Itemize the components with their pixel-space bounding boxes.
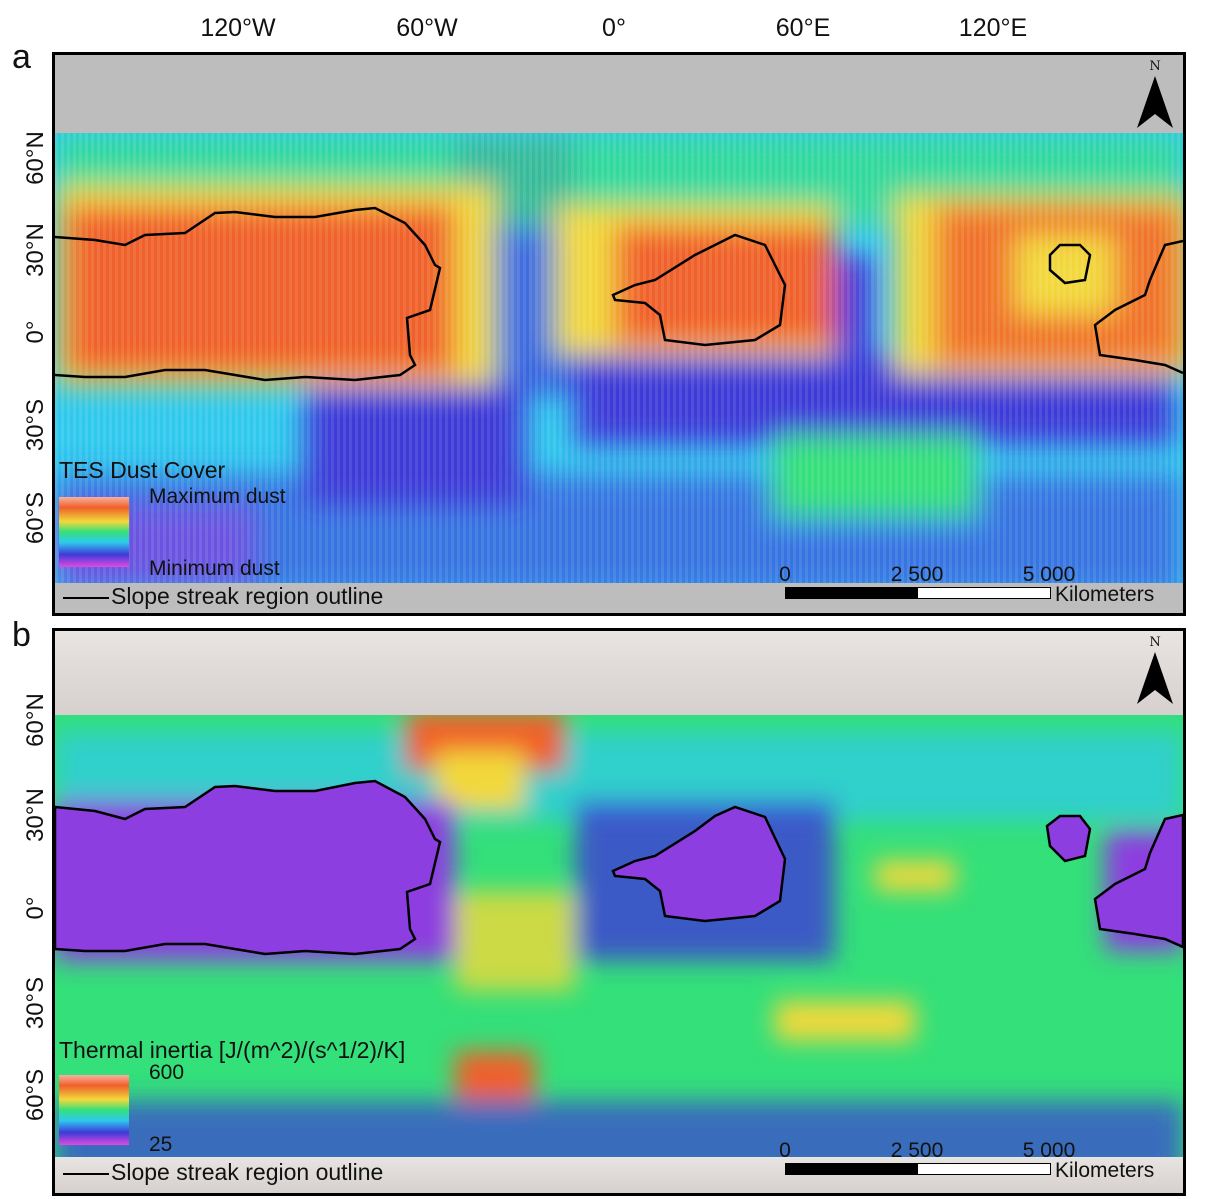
panel-label-a: a xyxy=(12,38,31,76)
legend-min-label: 25 xyxy=(149,1133,173,1156)
dust-cover-map-panel: TES Dust Cover Maximum dust Minimum dust… xyxy=(52,52,1186,616)
north-arrow-icon xyxy=(1137,652,1173,704)
latitude-label-b-0: 0° xyxy=(22,896,49,920)
scale-tick-2500: 2 500 xyxy=(890,1139,944,1162)
legend-max-label: 600 xyxy=(149,1061,185,1084)
panel-label-b: b xyxy=(12,616,31,654)
latitude-label-a-60n: 60°N xyxy=(22,131,49,185)
scale-bar: 0 2 500 5 000 Kilometers xyxy=(779,1139,1181,1185)
latitude-label-a-30s: 30°S xyxy=(22,398,49,452)
legend-min-label: Minimum dust xyxy=(149,557,280,580)
latitude-label-a-30n: 30°N xyxy=(22,223,49,277)
outline-line-swatch xyxy=(63,1172,109,1175)
slope-streak-outline-arabia xyxy=(611,805,787,923)
slope-streak-outline-elysium xyxy=(1045,814,1092,863)
scale-unit: Kilometers xyxy=(1055,583,1155,606)
legend-title: TES Dust Cover xyxy=(59,457,226,483)
longitude-label-60w: 60°W xyxy=(396,14,458,42)
longitude-label-120w: 120°W xyxy=(200,14,276,42)
outline-legend: Slope streak region outline xyxy=(63,1159,383,1186)
scale-tick-0: 0 xyxy=(779,1139,791,1162)
legend-title: Thermal inertia [J/(m^2)/(s^1/2)/K] xyxy=(59,1037,406,1063)
latitude-label-a-60s: 60°S xyxy=(22,491,49,545)
slope-streak-outline-tharsis xyxy=(55,779,442,956)
scale-tick-5000: 5 000 xyxy=(1022,1139,1076,1162)
north-arrow-icon xyxy=(1137,76,1173,128)
latitude-label-b-60s: 60°S xyxy=(22,1068,49,1122)
longitude-label-0: 0° xyxy=(602,14,626,42)
north-label: N xyxy=(1149,635,1161,650)
slope-streak-outline-arabia xyxy=(611,233,787,347)
north-label: N xyxy=(1149,59,1161,74)
scale-tick-5000: 5 000 xyxy=(1022,563,1076,586)
scale-tick-2500: 2 500 xyxy=(890,563,944,586)
legend-color-ramp xyxy=(59,1075,129,1145)
latitude-label-b-60n: 60°N xyxy=(22,693,49,747)
slope-streak-outline-east xyxy=(1093,239,1183,375)
longitude-label-60e: 60°E xyxy=(775,14,831,42)
slope-streak-outline-elysium xyxy=(1048,243,1092,285)
slope-streak-outline-east xyxy=(1093,813,1183,949)
outline-legend-label: Slope streak region outline xyxy=(111,1159,384,1185)
longitude-label-120e: 120°E xyxy=(958,14,1028,42)
latitude-label-a-0: 0° xyxy=(22,320,49,344)
legend-max-label: Maximum dust xyxy=(149,485,286,508)
north-arrow: N xyxy=(1135,635,1175,713)
north-arrow: N xyxy=(1135,59,1175,137)
outline-legend-label: Slope streak region outline xyxy=(111,583,384,609)
outline-line-swatch xyxy=(63,596,109,599)
slope-streak-outline-tharsis xyxy=(55,206,442,382)
scale-unit: Kilometers xyxy=(1055,1159,1155,1182)
dust-cover-map xyxy=(55,55,1183,613)
outline-legend: Slope streak region outline xyxy=(63,583,383,610)
scale-tick-0: 0 xyxy=(779,563,791,586)
scale-bar: 0 2 500 5 000 Kilometers xyxy=(779,563,1181,609)
latitude-label-b-30n: 30°N xyxy=(22,788,49,842)
legend-color-ramp xyxy=(59,497,129,567)
thermal-inertia-map-panel: Thermal inertia [J/(m^2)/(s^1/2)/K] 600 … xyxy=(52,628,1186,1196)
latitude-label-b-30s: 30°S xyxy=(22,976,49,1030)
thermal-inertia-map xyxy=(55,631,1183,1193)
